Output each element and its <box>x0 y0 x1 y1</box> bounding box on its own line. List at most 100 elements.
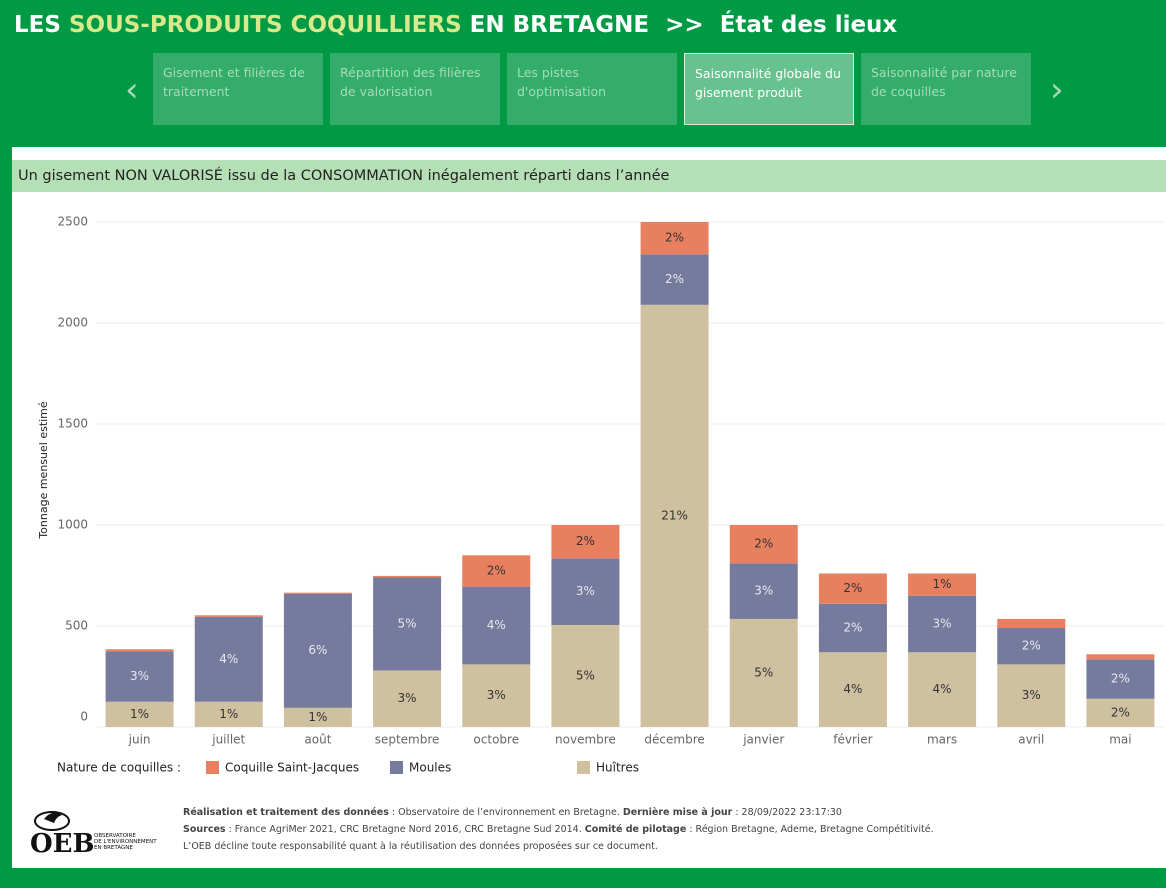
logo-icon <box>34 811 70 831</box>
bar-segment <box>462 586 531 665</box>
bar-segment <box>997 664 1066 727</box>
legend-title: Nature de coquilles : <box>57 761 181 775</box>
y-tick-label: 1500 <box>57 417 88 431</box>
logo-text: OEB <box>30 829 95 859</box>
footer-text: Sources <box>183 824 226 835</box>
bar-segment <box>105 651 174 702</box>
data-label: 4% <box>843 682 862 696</box>
x-tick-label: janvier <box>742 733 784 747</box>
title-part: SOUS-PRODUITS COQUILLIERS <box>68 12 462 38</box>
data-label: 3% <box>1022 688 1041 702</box>
footer-text: : 28/09/2022 23:17:30 <box>732 807 842 818</box>
next-arrow[interactable]: › <box>1050 70 1064 110</box>
title-part: EN BRETAGNE <box>461 12 650 38</box>
x-tick-label: décembre <box>644 733 704 747</box>
nav-tab[interactable]: Les pistes d'optimisation <box>507 53 677 125</box>
x-tick-label: avril <box>1018 733 1044 747</box>
bar-segment <box>373 670 442 727</box>
bar-segment <box>373 575 442 578</box>
data-label: 4% <box>933 682 952 696</box>
bar-segment <box>462 664 531 727</box>
bar-segment <box>1086 659 1155 699</box>
bar-segment <box>1086 654 1155 660</box>
footer-text: Comité de pilotage <box>584 824 687 835</box>
footer-line: Réalisation et traitement des données : … <box>183 804 934 821</box>
bar-segment <box>194 701 263 727</box>
x-tick-label: mars <box>927 733 957 747</box>
bar-segment <box>729 618 798 727</box>
legend-swatch <box>206 761 219 774</box>
bar-segment <box>551 558 620 625</box>
data-label: 1% <box>130 707 149 721</box>
footer-text: : Région Bretagne, Ademe, Bretagne Compé… <box>686 824 934 835</box>
data-label: 3% <box>487 688 506 702</box>
x-tick-label: février <box>833 733 872 747</box>
data-label: 5% <box>398 616 417 630</box>
y-tick-label: 500 <box>65 619 88 633</box>
y-tick-label: 2500 <box>57 215 88 229</box>
data-label: 3% <box>398 691 417 705</box>
bar-segment <box>551 525 620 559</box>
legend-swatch <box>390 761 403 774</box>
data-label: 2% <box>487 563 506 577</box>
bar-segment <box>283 593 352 708</box>
data-label: 1% <box>219 707 238 721</box>
bar-segment <box>1086 698 1155 727</box>
logo: OEB OBSERVATOIRE DE L'ENVIRONNEMENT EN BRE… <box>28 805 168 860</box>
x-tick-label: mai <box>1109 733 1131 747</box>
y-tick-label: 2000 <box>57 316 88 330</box>
data-label: 2% <box>665 231 684 245</box>
data-label: 2% <box>843 621 862 635</box>
legend-label: Moules <box>409 761 451 775</box>
y-axis-title: Tonnage mensuel estimé <box>37 401 50 540</box>
title-part: >> <box>649 12 720 38</box>
bar-segment <box>729 525 798 564</box>
page-title: LES SOUS-PRODUITS COQUILLIERS EN BRETAGN… <box>14 12 897 38</box>
data-label: 4% <box>487 618 506 632</box>
data-label: 3% <box>130 669 149 683</box>
x-tick-label: novembre <box>555 733 616 747</box>
bar-segment <box>105 701 174 727</box>
bar-segment <box>283 707 352 727</box>
footer-text: : Observatoire de l’environnement en Bre… <box>388 807 623 818</box>
nav-tab[interactable]: Gisement et filières de traitement <box>153 53 323 125</box>
bar-segment <box>283 592 352 594</box>
logo-line: EN BRETAGNE <box>94 845 133 851</box>
bar-segment <box>818 603 887 653</box>
footer-text: Dernière mise à jour <box>622 807 733 818</box>
bar-segment <box>551 624 620 727</box>
legend-label: Huîtres <box>596 761 639 775</box>
bar-segment <box>818 573 887 604</box>
bar-segment <box>373 577 442 671</box>
footer-line: L’OEB décline toute responsabilité quant… <box>183 838 934 855</box>
bar-segment <box>640 222 709 255</box>
footer-line: Sources : France AgriMer 2021, CRC Breta… <box>183 821 934 838</box>
footer-text: L’OEB décline toute responsabilité quant… <box>183 841 658 852</box>
bar-segment <box>908 573 977 596</box>
bar-segment <box>818 652 887 727</box>
nav-tab[interactable]: Saisonnalité par nature de coquilles <box>861 53 1031 125</box>
data-label: 3% <box>754 584 773 598</box>
x-tick-label: septembre <box>375 733 440 747</box>
y-tick-label: 1000 <box>57 518 88 532</box>
footer-text: Réalisation et traitement des données <box>183 807 389 818</box>
footer-text: : France AgriMer 2021, CRC Bretagne Nord… <box>225 824 585 835</box>
bar-segment <box>194 616 263 702</box>
data-label: 5% <box>754 665 773 679</box>
data-label: 2% <box>1022 639 1041 653</box>
x-tick-label: août <box>304 733 331 747</box>
bar-segment <box>908 595 977 653</box>
bar-segment <box>194 615 263 617</box>
bar-segment <box>462 555 531 587</box>
bar-segment <box>640 254 709 305</box>
prev-arrow[interactable]: ‹ <box>125 70 139 110</box>
x-tick-label: juin <box>128 733 151 747</box>
nav-tab[interactable]: Saisonnalité globale du gisement produit <box>684 53 854 125</box>
data-label: 2% <box>1111 705 1130 719</box>
chart-subtitle: Un gisement NON VALORISÉ issu de la CONS… <box>12 160 1166 192</box>
nav-tab[interactable]: Répartition des filières de valorisation <box>330 53 500 125</box>
bar-segment <box>640 304 709 727</box>
x-tick-label: juillet <box>211 733 245 747</box>
